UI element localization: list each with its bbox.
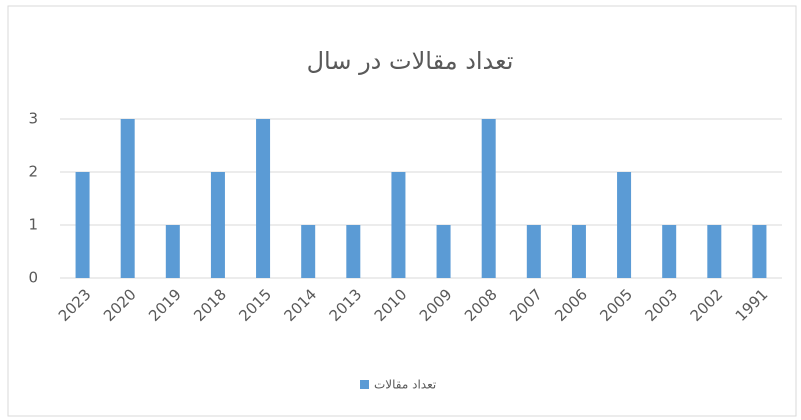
- legend-text: تعداد مقالات: [374, 378, 436, 392]
- bar: [572, 225, 586, 278]
- chart-title: تعداد مقالات در سال: [307, 47, 514, 75]
- chart: تعداد مقالات در سال 01232023202020192018…: [0, 0, 801, 420]
- bar: [482, 119, 496, 278]
- bar: [301, 225, 315, 278]
- bar: [662, 225, 676, 278]
- bar: [76, 172, 90, 278]
- bar: [121, 119, 135, 278]
- bar: [527, 225, 541, 278]
- bar: [346, 225, 360, 278]
- bar: [707, 225, 721, 278]
- y-tick-label: 0: [28, 269, 38, 287]
- bar: [211, 172, 225, 278]
- bar: [752, 225, 766, 278]
- bar: [166, 225, 180, 278]
- bar: [256, 119, 270, 278]
- bar: [391, 172, 405, 278]
- bar: [437, 225, 451, 278]
- y-tick-label: 1: [28, 216, 38, 234]
- y-tick-label: 3: [28, 110, 38, 128]
- legend-swatch: [360, 380, 369, 389]
- y-tick-label: 2: [28, 163, 38, 181]
- bar: [617, 172, 631, 278]
